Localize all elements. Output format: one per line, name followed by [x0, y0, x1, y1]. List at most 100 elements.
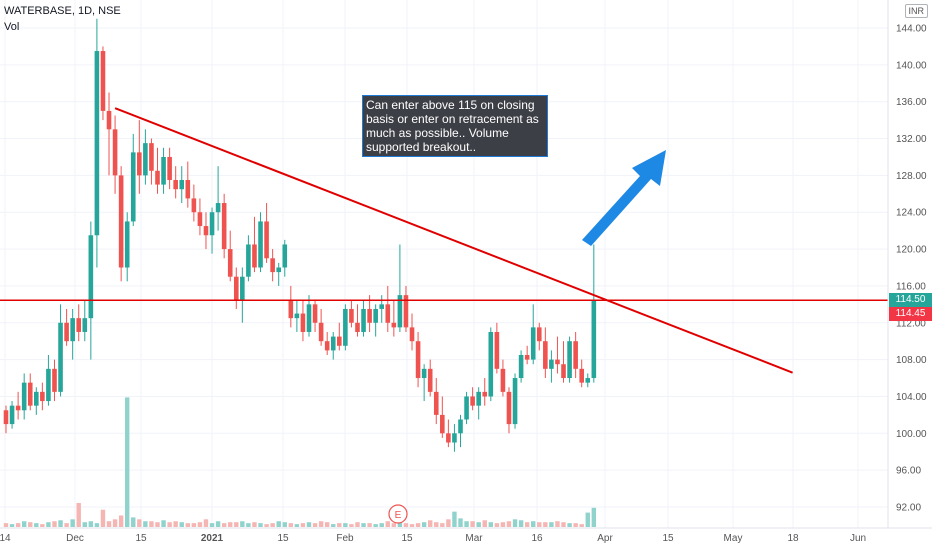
candle-body: [191, 198, 197, 213]
candle-body: [385, 304, 391, 323]
candle-body: [294, 313, 300, 319]
candle: [500, 359, 506, 397]
candle: [543, 327, 548, 379]
volume-bar: [428, 520, 433, 527]
up-arrow-icon: [582, 150, 666, 246]
volume-bar: [482, 520, 487, 527]
volume-bar: [512, 519, 518, 527]
time-tick-label: 15: [401, 533, 413, 544]
annotation-note[interactable]: Can enter above 115 on closing basis or …: [362, 95, 548, 157]
candle-body: [94, 51, 100, 236]
candle-body: [179, 179, 185, 190]
time-tick-label: 16: [531, 533, 543, 544]
candle: [379, 295, 385, 323]
volume-bar: [197, 522, 203, 527]
candle-body: [34, 391, 39, 406]
candle: [258, 212, 263, 273]
time-tick-label: 14: [0, 533, 11, 544]
candle-body: [585, 378, 591, 383]
candle-body: [567, 341, 572, 379]
volume-bar: [434, 522, 439, 527]
volume-bar: [288, 523, 294, 527]
candle: [276, 262, 281, 286]
volume-bar: [185, 523, 190, 527]
candle: [167, 147, 172, 190]
price-tick-label: 100.00: [896, 429, 927, 440]
candle-body: [58, 322, 63, 392]
candle-body: [440, 414, 445, 434]
price-tick-label: 140.00: [896, 60, 927, 71]
candle: [64, 308, 69, 346]
volume-bar: [234, 522, 239, 527]
candle: [143, 129, 148, 185]
volume-bar: [294, 524, 300, 527]
candle: [415, 331, 421, 388]
candle: [82, 299, 88, 342]
candle: [458, 414, 463, 448]
candle-body: [149, 143, 154, 171]
volume-bar: [543, 522, 548, 527]
candle-body: [421, 368, 427, 379]
candle-body: [543, 341, 548, 369]
candle-body: [330, 336, 336, 351]
candle-body: [203, 226, 209, 236]
candle: [506, 387, 512, 434]
candle-body: [155, 170, 160, 185]
volume-bar: [9, 524, 15, 527]
price-tick-label: 108.00: [896, 355, 927, 366]
symbol-title: WATERBASE, 1D, NSE: [4, 5, 121, 17]
volume-bar: [312, 523, 318, 527]
candle: [518, 350, 524, 383]
candle-body: [518, 355, 524, 379]
candle-body: [506, 391, 512, 425]
candle: [124, 212, 130, 282]
candle-body: [318, 322, 324, 342]
candle-body: [221, 203, 227, 250]
candle-body: [579, 368, 584, 383]
volume-bar: [500, 522, 506, 527]
candle-body: [124, 221, 130, 268]
volume-bar: [343, 523, 348, 527]
time-axis: 14 Dec 15 2021 15 Feb 15 Mar 16 Apr 15 May 18 Jun: [0, 533, 866, 544]
volume-bar: [252, 522, 257, 527]
candle-body: [524, 355, 530, 360]
candle-body: [494, 331, 500, 369]
candle-body: [100, 51, 106, 111]
volume-bar: [215, 521, 221, 527]
volume-bar: [40, 524, 45, 527]
volume-bar: [88, 521, 94, 527]
candle-body: [464, 396, 469, 420]
candle-body: [118, 175, 124, 268]
volume-bar: [397, 522, 403, 527]
candle-body: [409, 327, 415, 342]
candle: [433, 378, 439, 425]
candle-body: [246, 244, 251, 277]
volume-bar: [367, 523, 372, 527]
candle: [512, 373, 518, 429]
volume-bar: [421, 522, 427, 527]
currency-badge[interactable]: INR: [904, 4, 928, 18]
candle: [355, 304, 360, 337]
volume-bar: [94, 523, 100, 527]
candle: [246, 235, 251, 282]
volume-bar: [112, 519, 118, 527]
volume-bar: [15, 523, 21, 527]
volume-bar: [228, 522, 233, 527]
candle-body: [288, 299, 294, 319]
candle: [343, 304, 348, 351]
candle: [58, 304, 63, 397]
candle-body: [3, 410, 9, 425]
volume-bar: [21, 521, 27, 527]
volume-bar: [131, 517, 136, 527]
candle: [300, 299, 306, 342]
candle: [482, 378, 488, 406]
volume-bar: [167, 522, 172, 527]
time-tick-label: Dec: [66, 533, 84, 544]
candle-body: [137, 152, 142, 176]
volume-bar: [494, 523, 500, 527]
volume-bar: [385, 521, 390, 527]
volume-bar: [373, 524, 378, 527]
volume-bar: [391, 523, 397, 527]
volume-bar: [415, 523, 421, 527]
